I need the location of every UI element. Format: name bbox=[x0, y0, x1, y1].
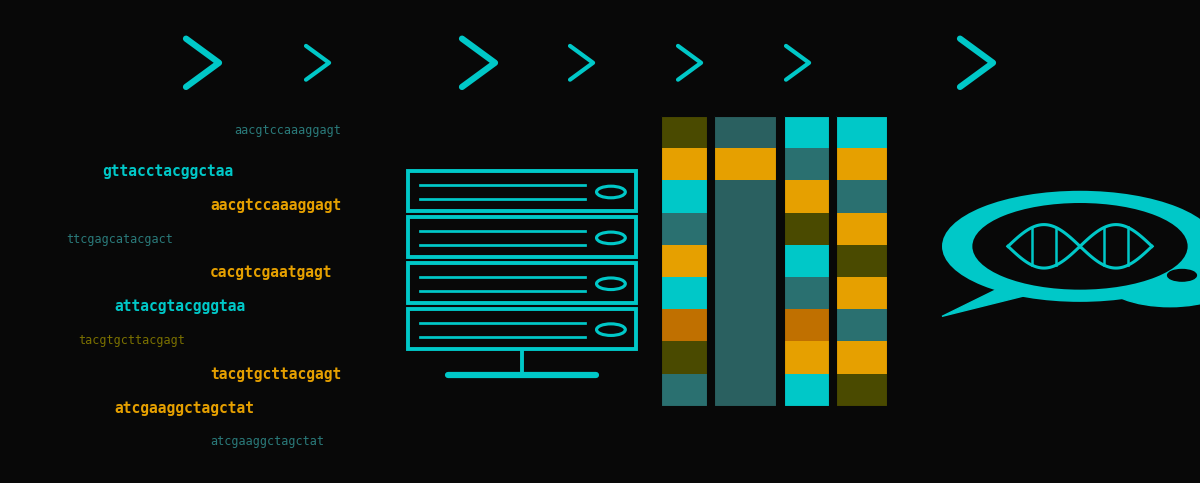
Bar bbox=[784, 116, 829, 148]
Bar bbox=[836, 309, 887, 341]
Bar bbox=[714, 148, 776, 180]
Text: gttacctacggctaa: gttacctacggctaa bbox=[102, 164, 233, 179]
Bar bbox=[408, 263, 636, 303]
Text: attacgtacgggtaa: attacgtacgggtaa bbox=[114, 299, 245, 314]
Bar bbox=[661, 116, 707, 148]
Text: aacgtccaaaggagt: aacgtccaaaggagt bbox=[234, 124, 341, 137]
Circle shape bbox=[942, 191, 1200, 302]
Bar bbox=[408, 217, 636, 257]
Bar bbox=[836, 277, 887, 309]
Text: tacgtgcttacgagt: tacgtgcttacgagt bbox=[78, 334, 185, 347]
Circle shape bbox=[1104, 254, 1200, 307]
Text: aacgtccaaaggagt: aacgtccaaaggagt bbox=[210, 198, 341, 213]
Text: ttcgagcatacgact: ttcgagcatacgact bbox=[66, 233, 173, 245]
Bar bbox=[784, 277, 829, 309]
Bar bbox=[784, 213, 829, 245]
Bar bbox=[714, 277, 776, 309]
Bar bbox=[661, 277, 707, 309]
Bar bbox=[661, 148, 707, 180]
Bar bbox=[714, 116, 776, 406]
Bar bbox=[714, 373, 776, 406]
Bar bbox=[661, 309, 707, 341]
Bar bbox=[714, 180, 776, 213]
Bar bbox=[784, 148, 829, 180]
Bar bbox=[714, 309, 776, 341]
Bar bbox=[714, 245, 776, 277]
Bar bbox=[836, 116, 887, 148]
Polygon shape bbox=[942, 285, 1068, 316]
Bar bbox=[784, 180, 829, 213]
Bar bbox=[661, 245, 707, 277]
Bar bbox=[408, 171, 636, 211]
Bar bbox=[784, 373, 829, 406]
Bar bbox=[784, 116, 829, 406]
Circle shape bbox=[1168, 270, 1196, 281]
Bar bbox=[714, 116, 776, 148]
Bar bbox=[836, 341, 887, 373]
Bar bbox=[836, 116, 887, 406]
Text: cacgtcgaatgagt: cacgtcgaatgagt bbox=[210, 265, 332, 281]
Text: atcgaaggctagctat: atcgaaggctagctat bbox=[210, 436, 324, 448]
Bar bbox=[836, 245, 887, 277]
Bar bbox=[714, 341, 776, 373]
Circle shape bbox=[972, 203, 1188, 290]
Text: tacgtgcttacgagt: tacgtgcttacgagt bbox=[210, 367, 341, 382]
Bar bbox=[661, 373, 707, 406]
Bar bbox=[408, 309, 636, 349]
Bar bbox=[661, 180, 707, 213]
Bar bbox=[784, 341, 829, 373]
Bar bbox=[836, 213, 887, 245]
Bar bbox=[836, 148, 887, 180]
Bar bbox=[784, 245, 829, 277]
Bar bbox=[661, 213, 707, 245]
Bar bbox=[836, 180, 887, 213]
Text: atcgaaggctagctat: atcgaaggctagctat bbox=[114, 400, 254, 416]
Bar bbox=[661, 116, 707, 406]
Bar bbox=[836, 373, 887, 406]
Bar bbox=[784, 309, 829, 341]
Bar bbox=[714, 213, 776, 245]
Bar bbox=[661, 341, 707, 373]
